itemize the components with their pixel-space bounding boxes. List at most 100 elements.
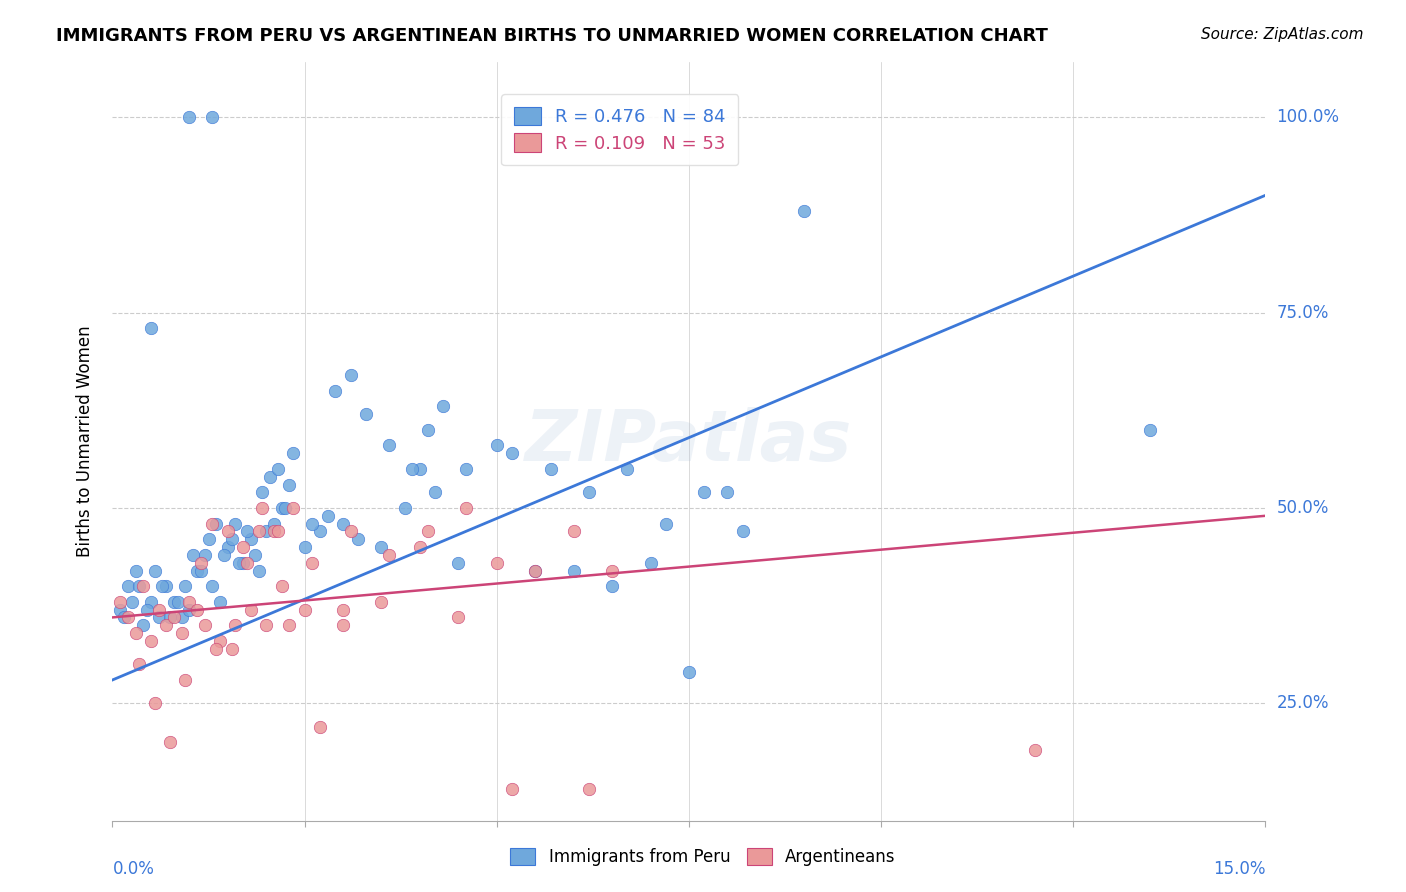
Point xyxy=(281,446,304,460)
Text: 100.0%: 100.0% xyxy=(1277,108,1340,126)
Point xyxy=(485,438,508,452)
Point xyxy=(186,564,208,578)
Point xyxy=(370,540,392,554)
Point xyxy=(716,485,738,500)
Point xyxy=(124,626,146,640)
Point xyxy=(655,516,678,531)
Point xyxy=(274,500,297,515)
Point xyxy=(562,524,585,539)
Point xyxy=(281,500,304,515)
Point xyxy=(124,564,146,578)
Point xyxy=(201,579,224,593)
Point xyxy=(640,556,662,570)
Point xyxy=(409,462,432,476)
Point xyxy=(159,735,181,749)
Point xyxy=(166,595,188,609)
Legend: R = 0.476   N = 84, R = 0.109   N = 53: R = 0.476 N = 84, R = 0.109 N = 53 xyxy=(501,95,738,165)
Point xyxy=(186,602,208,616)
Point xyxy=(190,564,212,578)
Point xyxy=(316,508,339,523)
Point xyxy=(578,782,600,797)
Point xyxy=(616,462,638,476)
Point xyxy=(447,610,470,624)
Point xyxy=(501,446,523,460)
Text: 50.0%: 50.0% xyxy=(1277,499,1329,517)
Point xyxy=(194,548,217,562)
Point xyxy=(678,665,700,680)
Point xyxy=(236,524,259,539)
Text: ZIPatlas: ZIPatlas xyxy=(526,407,852,476)
Point xyxy=(254,618,277,632)
Point xyxy=(243,548,266,562)
Point xyxy=(394,500,416,515)
Point xyxy=(301,516,323,531)
Point xyxy=(447,556,470,570)
Point xyxy=(252,485,274,500)
Point xyxy=(212,548,235,562)
Point xyxy=(221,533,243,547)
Point xyxy=(232,540,254,554)
Point xyxy=(143,564,166,578)
Point xyxy=(108,602,131,616)
Y-axis label: Births to Unmarried Women: Births to Unmarried Women xyxy=(76,326,94,558)
Point xyxy=(378,548,401,562)
Point xyxy=(232,556,254,570)
Point xyxy=(221,641,243,656)
Point xyxy=(267,462,290,476)
Point xyxy=(252,500,274,515)
Point xyxy=(155,579,177,593)
Point xyxy=(693,485,716,500)
Point xyxy=(793,203,815,218)
Point xyxy=(247,564,270,578)
Point xyxy=(309,524,332,539)
Point xyxy=(562,564,585,578)
Point xyxy=(267,524,290,539)
Point xyxy=(179,602,201,616)
Point xyxy=(163,595,186,609)
Point xyxy=(163,610,186,624)
Point xyxy=(454,462,477,476)
Point xyxy=(139,321,162,335)
Point xyxy=(139,595,162,609)
Point xyxy=(239,602,262,616)
Legend: Immigrants from Peru, Argentineans: Immigrants from Peru, Argentineans xyxy=(502,840,904,875)
Point xyxy=(205,516,228,531)
Point xyxy=(128,579,150,593)
Point xyxy=(332,618,354,632)
Point xyxy=(432,400,454,414)
Point xyxy=(731,524,754,539)
Point xyxy=(152,579,174,593)
Point xyxy=(201,110,224,124)
Point xyxy=(278,618,301,632)
Text: 25.0%: 25.0% xyxy=(1277,694,1329,713)
Point xyxy=(347,533,370,547)
Point xyxy=(209,595,232,609)
Point xyxy=(270,579,292,593)
Point xyxy=(540,462,562,476)
Point xyxy=(155,618,177,632)
Point xyxy=(224,618,246,632)
Point xyxy=(339,368,361,383)
Point xyxy=(190,556,212,570)
Point xyxy=(301,556,323,570)
Text: IMMIGRANTS FROM PERU VS ARGENTINEAN BIRTHS TO UNMARRIED WOMEN CORRELATION CHART: IMMIGRANTS FROM PERU VS ARGENTINEAN BIRT… xyxy=(56,27,1047,45)
Point xyxy=(416,423,439,437)
Point xyxy=(332,602,354,616)
Point xyxy=(197,533,219,547)
Point xyxy=(325,384,347,398)
Point xyxy=(128,657,150,672)
Point xyxy=(117,610,139,624)
Point xyxy=(247,524,270,539)
Point xyxy=(485,556,508,570)
Point xyxy=(278,477,301,491)
Point xyxy=(416,524,439,539)
Point xyxy=(209,633,232,648)
Point xyxy=(294,602,316,616)
Point xyxy=(228,556,250,570)
Point xyxy=(254,524,277,539)
Point xyxy=(236,556,259,570)
Point xyxy=(1024,743,1046,757)
Point xyxy=(309,720,332,734)
Point xyxy=(201,516,224,531)
Point xyxy=(354,407,377,421)
